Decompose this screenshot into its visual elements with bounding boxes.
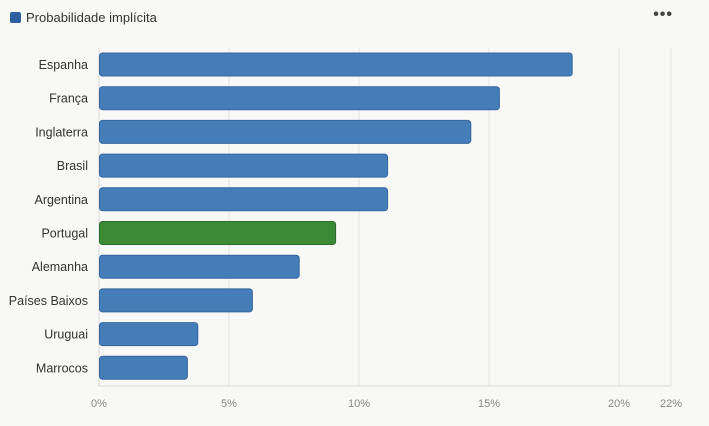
x-tick-label: 22% bbox=[660, 398, 682, 410]
category-label: Países Baixos bbox=[9, 294, 88, 308]
x-tick-label: 0% bbox=[91, 398, 107, 410]
bar-frança[interactable] bbox=[99, 86, 500, 111]
bar-argentina[interactable] bbox=[99, 187, 389, 212]
more-options-icon[interactable]: ••• bbox=[653, 6, 673, 23]
bar-espanha[interactable] bbox=[99, 52, 573, 77]
bar-marrocos[interactable] bbox=[99, 355, 188, 380]
x-tick-label: 20% bbox=[608, 398, 630, 410]
category-label: Marrocos bbox=[36, 361, 88, 375]
legend-swatch bbox=[10, 12, 21, 23]
bar-alemanha[interactable] bbox=[99, 254, 300, 279]
category-label: Alemanha bbox=[32, 260, 88, 274]
category-label: Uruguai bbox=[44, 328, 88, 342]
category-label: Portugal bbox=[41, 227, 88, 241]
category-label: Inglaterra bbox=[35, 125, 88, 139]
bar-países-baixos[interactable] bbox=[99, 288, 253, 313]
bar-brasil[interactable] bbox=[99, 153, 389, 178]
chart-legend: Probabilidade implícita bbox=[10, 10, 157, 25]
bar-inglaterra[interactable] bbox=[99, 119, 472, 144]
x-tick-label: 5% bbox=[221, 398, 237, 410]
category-label: Argentina bbox=[34, 193, 88, 207]
category-label: Espanha bbox=[39, 58, 88, 72]
legend-label: Probabilidade implícita bbox=[26, 10, 157, 25]
x-tick-label: 15% bbox=[478, 398, 500, 410]
bar-portugal[interactable] bbox=[99, 221, 337, 245]
category-label: França bbox=[49, 92, 88, 106]
x-tick-label: 10% bbox=[348, 398, 370, 410]
bar-uruguai[interactable] bbox=[99, 322, 199, 347]
category-label: Brasil bbox=[57, 159, 88, 173]
